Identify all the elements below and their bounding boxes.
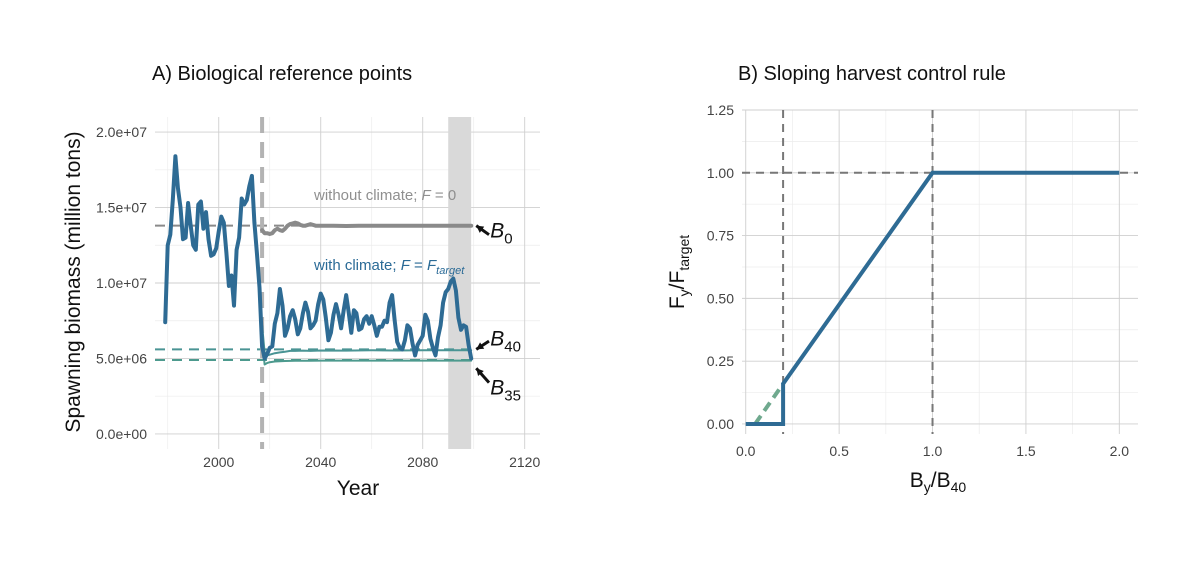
y-tick-label: 0.25 <box>707 353 734 369</box>
panel-a-x-axis-title: Year <box>337 477 379 500</box>
panel-a-series <box>163 154 474 366</box>
x-tick-label: 1.0 <box>923 443 943 459</box>
panel-b-title: B) Sloping harvest control rule <box>738 63 1006 85</box>
y-title-base: F <box>666 296 689 309</box>
label-b0: B0 <box>490 219 512 247</box>
annotation-without-climate: without climate; F = 0 <box>313 187 456 204</box>
series-line-climate <box>163 154 474 361</box>
x-title-sub2: 40 <box>951 479 967 495</box>
series-line-no-climate <box>260 220 474 236</box>
annotation-with-climate-Ftarget-sub: target <box>436 265 465 277</box>
series-line-hcr <box>745 170 1120 426</box>
panel-a-biological-reference-points: A) Biological reference points 2000 2040 2… <box>62 63 540 500</box>
y-tick-label: 0.0e+00 <box>96 426 147 442</box>
y-tick-label: 1.0e+07 <box>96 275 147 291</box>
annotation-with-climate-Ftarget: F <box>427 257 437 274</box>
panel-b-x-axis-title: By/B40 <box>910 469 967 495</box>
label-subscript: 35 <box>504 387 521 404</box>
annotation-with-climate: with climate; F = Ftarget <box>313 257 465 277</box>
annotation-with-climate-eq: = <box>410 257 427 274</box>
arrowhead-b35 <box>476 368 484 377</box>
series-line-hcr-alt <box>753 382 785 426</box>
x-tick-label: 2120 <box>509 454 540 470</box>
annotation-without-climate-F: F <box>422 187 432 204</box>
label-b40: B40 <box>490 327 521 355</box>
panel-b-y-axis-title: Fy/Ftarget <box>666 235 692 309</box>
x-tick-label: 0.0 <box>736 443 756 459</box>
x-title-sub1: y <box>924 479 931 495</box>
y-tick-label: 1.25 <box>707 102 734 118</box>
panel-a-y-axis-title: Spawning biomass (million tons) <box>62 131 85 432</box>
x-title-base: B <box>910 469 924 492</box>
label-base: B <box>490 327 504 350</box>
label-base: B <box>490 219 504 242</box>
y-tick-label: 0.75 <box>707 228 734 244</box>
annotation-without-climate-text: without climate; <box>313 187 422 204</box>
x-tick-label: 0.5 <box>829 443 849 459</box>
panel-b-tick-labels: 0.0 0.5 1.0 1.5 2.0 0.00 0.25 0.50 0.75 1.00 1.25 <box>707 102 1130 459</box>
panel-a-title: A) Biological reference points <box>152 63 412 85</box>
arrowhead-b0 <box>476 225 485 233</box>
panel-a-reference-arrows <box>475 224 491 384</box>
y-tick-label: 5.0e+06 <box>96 350 147 366</box>
panel-b-series <box>745 170 1120 426</box>
label-base: B <box>490 376 504 399</box>
y-tick-label: 1.5e+07 <box>96 200 147 216</box>
label-subscript: 40 <box>504 338 521 355</box>
x-title-slash: /B <box>931 469 951 492</box>
panel-a-reference-lines <box>155 224 472 361</box>
series-line-b35-traj <box>261 337 473 366</box>
x-tick-label: 2080 <box>407 454 438 470</box>
y-tick-label: 2.0e+07 <box>96 124 147 140</box>
arrowhead-b40 <box>476 342 485 350</box>
y-tick-label: 0.50 <box>707 290 734 306</box>
label-subscript: 0 <box>504 230 512 247</box>
y-title-sub2: target <box>676 235 692 271</box>
projection-shaded-region <box>448 117 472 449</box>
panel-a-gridlines <box>155 117 540 449</box>
x-tick-label: 2000 <box>203 454 234 470</box>
label-b35: B35 <box>490 376 521 404</box>
annotation-with-climate-F: F <box>401 257 411 274</box>
x-tick-label: 2040 <box>305 454 336 470</box>
panel-b-harvest-control-rule: B) Sloping harvest control rule 0.0 0.5 1.… <box>666 63 1138 495</box>
y-title-slash: /F <box>666 271 689 290</box>
x-tick-label: 2.0 <box>1110 443 1130 459</box>
annotation-with-climate-text: with climate; <box>313 257 401 274</box>
y-tick-label: 1.00 <box>707 165 734 181</box>
y-title-sub1: y <box>676 289 692 296</box>
panel-b-gridlines <box>742 109 1138 434</box>
annotation-without-climate-eq: = 0 <box>431 187 456 204</box>
panel-b-reference-lines <box>742 110 1138 434</box>
panel-a-tick-labels: 2000 2040 2080 2120 0.0e+00 5.0e+06 1.0e+07 1.5… <box>96 124 540 470</box>
x-tick-label: 1.5 <box>1016 443 1036 459</box>
y-tick-label: 0.00 <box>707 416 734 432</box>
